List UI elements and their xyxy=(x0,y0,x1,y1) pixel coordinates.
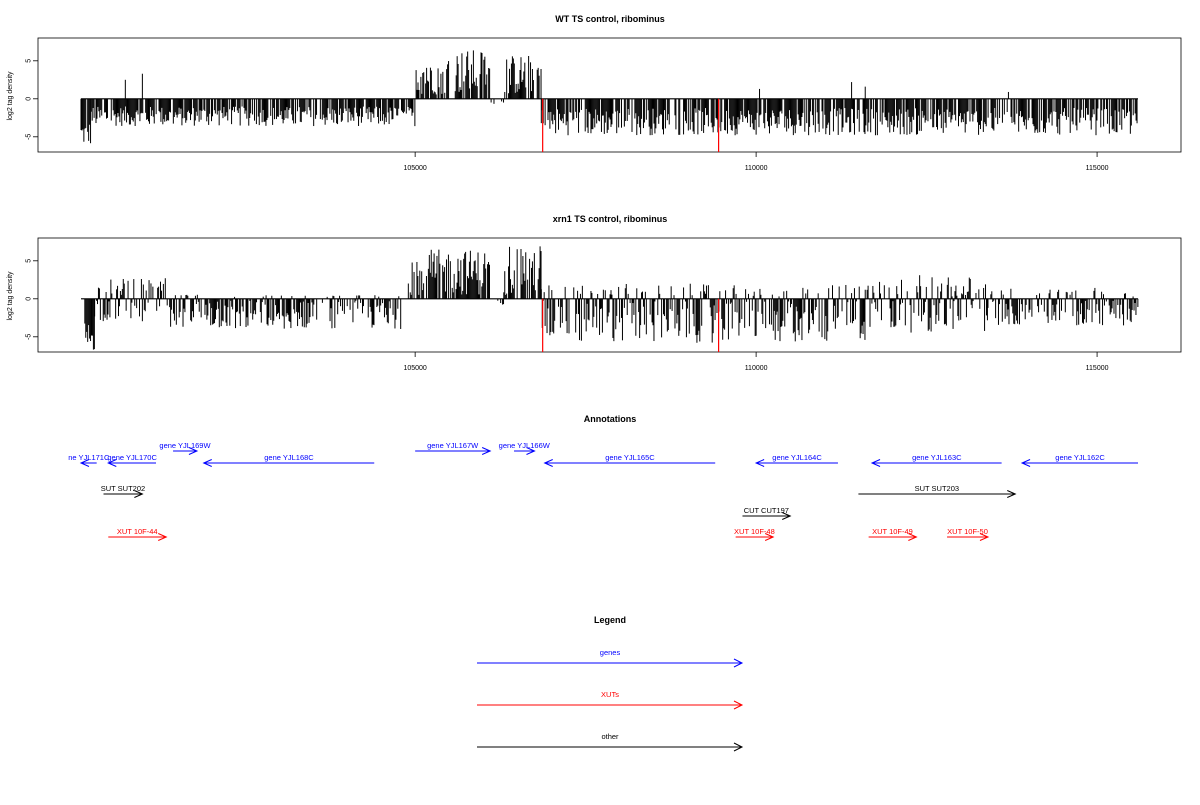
y-tick-label: 5 xyxy=(26,259,33,263)
x-tick-label: 105000 xyxy=(403,365,426,372)
annotation-xuts: XUT 10F-48 xyxy=(734,527,775,541)
annotation-label: gene YJL165C xyxy=(605,453,655,462)
legend-arrowhead xyxy=(733,742,744,752)
legend: Legend genes XUTs other xyxy=(477,615,744,752)
annotation-label: XUT 10F-44 xyxy=(117,527,158,536)
legend-label: XUTs xyxy=(601,690,619,699)
plot-frame xyxy=(37,37,1182,153)
annotation-arrowhead xyxy=(543,459,553,467)
annotation-xuts: XUT 10F-44 xyxy=(108,527,168,541)
x-tick-label: 115000 xyxy=(1086,365,1109,372)
annotation-label: gene YJL162C xyxy=(1055,453,1105,462)
annotation-arrowhead xyxy=(754,459,765,467)
annotation-arrowhead xyxy=(908,533,918,541)
axis-ticks: 105000 110000 115000 5 0 -5 xyxy=(26,259,1109,372)
x-tick-label: 110000 xyxy=(745,365,768,372)
y-tick-label: 0 xyxy=(26,297,33,301)
annotation-other: SUT SUT203 xyxy=(858,484,1017,498)
legend-entry-other: other xyxy=(477,732,744,752)
annotation-xuts: XUT 10F-49 xyxy=(868,527,918,541)
panel-title: xrn1 TS control, ribominus xyxy=(553,214,668,224)
annotation-arrowhead xyxy=(188,447,199,455)
legend-entry-xuts: XUTs xyxy=(477,690,744,710)
y-axis-label: log2 tag density xyxy=(7,71,14,121)
annotation-label: gene YJL170C xyxy=(107,453,157,462)
annotation-arrowhead xyxy=(979,533,990,541)
annotation-label: gene YJL166W xyxy=(499,441,551,450)
annotation-arrowhead xyxy=(158,533,168,541)
annotation-label: SUT SUT202 xyxy=(101,484,145,493)
bar-series xyxy=(33,50,1138,157)
annotation-genes: gene YJL163C xyxy=(870,453,1002,467)
annotation-arrowhead xyxy=(107,459,117,467)
annotation-label: ne YJL171C xyxy=(68,453,110,462)
annotation-arrowhead xyxy=(1007,490,1017,498)
bar-series xyxy=(33,246,1139,357)
annotation-genes: gene YJL162C xyxy=(1020,453,1138,467)
annotation-label: CUT CUT197 xyxy=(744,506,789,515)
annotation-genes: ne YJL171C xyxy=(68,453,110,467)
annotation-genes: gene YJL167W xyxy=(415,441,492,455)
annotation-genes: gene YJL168C xyxy=(202,453,375,467)
legend-label: genes xyxy=(600,648,621,657)
annotation-arrowhead xyxy=(79,459,90,467)
annotation-genes: gene YJL165C xyxy=(543,453,716,467)
legend-entry-genes: genes xyxy=(477,648,744,668)
annotation-label: gene YJL169W xyxy=(159,441,211,450)
annotation-other: SUT SUT202 xyxy=(101,484,145,498)
y-tick-label: 0 xyxy=(26,97,33,101)
annotation-xuts: XUT 10F-50 xyxy=(947,527,990,541)
annotation-genes: gene YJL170C xyxy=(107,453,157,467)
x-tick-label: 110000 xyxy=(745,165,768,172)
annotation-arrowhead xyxy=(870,459,881,467)
annotation-label: XUT 10F-48 xyxy=(734,527,775,536)
annotation-arrowhead xyxy=(782,512,792,520)
annotation-label: gene YJL167W xyxy=(427,441,479,450)
annotation-arrowhead xyxy=(1020,459,1031,467)
annotation-genes: gene YJL166W xyxy=(499,441,551,455)
annotation-arrowhead xyxy=(764,533,775,541)
annotation-arrowhead xyxy=(202,459,212,467)
plot-frame xyxy=(37,237,1182,353)
annotation-arrowhead xyxy=(481,447,492,455)
legend-arrowhead xyxy=(733,700,744,710)
annotation-genes: gene YJL169W xyxy=(159,441,211,455)
annotation-label: XUT 10F-49 xyxy=(872,527,913,536)
panel-wt: WT TS control, ribominus log2 tag densit… xyxy=(7,14,1182,172)
annotation-label: SUT SUT203 xyxy=(915,484,959,493)
x-tick-label: 115000 xyxy=(1086,165,1109,172)
panel-xrn1: xrn1 TS control, ribominus log2 tag dens… xyxy=(7,214,1182,372)
y-axis-label: log2 tag density xyxy=(7,271,14,321)
y-tick-label: 5 xyxy=(26,59,33,63)
legend-title: Legend xyxy=(594,615,626,625)
annotation-other: CUT CUT197 xyxy=(742,506,792,520)
x-tick-label: 105000 xyxy=(403,165,426,172)
annotations-title: Annotations xyxy=(584,414,637,424)
annotation-arrowhead xyxy=(134,490,144,498)
legend-label: other xyxy=(601,732,619,741)
annotation-label: gene YJL168C xyxy=(264,453,314,462)
annotation-arrowhead xyxy=(526,447,536,455)
axis-ticks: 105000 110000 115000 5 0 -5 xyxy=(26,59,1109,172)
annotation-label: gene YJL163C xyxy=(912,453,962,462)
annotation-label: gene YJL164C xyxy=(772,453,822,462)
legend-arrowhead xyxy=(733,658,744,668)
annotation-genes: gene YJL164C xyxy=(754,453,838,467)
y-tick-label: -5 xyxy=(26,334,33,340)
y-tick-label: -5 xyxy=(26,134,33,140)
annotation-label: XUT 10F-50 xyxy=(947,527,988,536)
panel-title: WT TS control, ribominus xyxy=(555,14,665,24)
